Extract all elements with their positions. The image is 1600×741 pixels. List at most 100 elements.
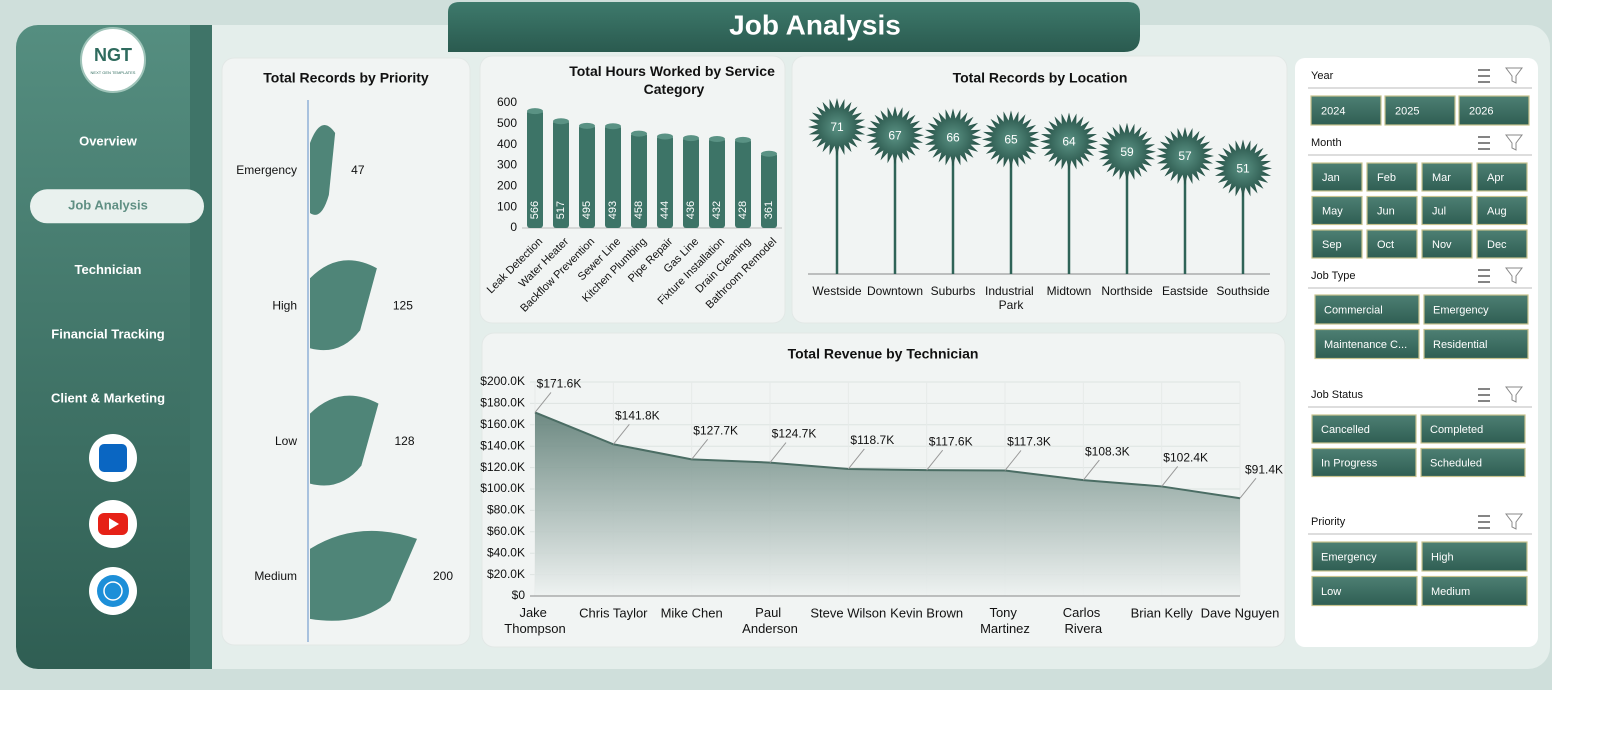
value-label: 458: [633, 201, 645, 219]
marker: [1040, 112, 1098, 171]
slicer-item[interactable]: Completed: [1430, 424, 1483, 436]
slicer-button[interactable]: [1421, 195, 1473, 226]
x-tick-label: Dave Nguyen: [1201, 605, 1280, 620]
value-label: $118.7K: [850, 433, 894, 447]
nav-item[interactable]: Overview: [79, 133, 138, 148]
slicer-button[interactable]: [1314, 294, 1420, 325]
slicer-button[interactable]: [1420, 414, 1526, 444]
y-tick-label: $160.0K: [480, 417, 525, 431]
sidebar: [16, 25, 212, 669]
slicer-button[interactable]: [1311, 162, 1363, 192]
value-label: 64: [1062, 135, 1076, 149]
nav-item[interactable]: Technician: [75, 262, 142, 277]
value-label: $117.6K: [929, 434, 973, 448]
slicer-button[interactable]: [1476, 229, 1528, 259]
clear-filter-icon[interactable]: [1505, 386, 1523, 403]
slicer-button[interactable]: [1476, 195, 1528, 226]
slicer-item[interactable]: 2024: [1321, 105, 1345, 117]
slicer-item[interactable]: Oct: [1377, 239, 1394, 251]
slicer-button[interactable]: [1420, 447, 1526, 478]
slicer-item[interactable]: Sep: [1322, 239, 1342, 251]
slicer-item[interactable]: Dec: [1487, 239, 1507, 251]
slicer-item[interactable]: Maintenance C...: [1324, 339, 1407, 351]
slicer-button[interactable]: [1311, 447, 1417, 478]
slicer-item[interactable]: Feb: [1377, 172, 1396, 184]
slicer-item[interactable]: Apr: [1487, 172, 1504, 184]
slicer-button[interactable]: [1423, 328, 1529, 360]
value-label: 428: [737, 201, 749, 219]
slicer-item[interactable]: Medium: [1431, 586, 1470, 598]
slicer-button[interactable]: [1311, 195, 1363, 226]
x-tick-label: Southside: [1216, 284, 1270, 298]
leader-line: [691, 439, 709, 460]
value-label: 444: [659, 201, 671, 219]
logo-subtitle: NEXT GEN TEMPLATES: [91, 70, 136, 75]
slicer-item[interactable]: Jun: [1377, 205, 1395, 217]
slicer-item[interactable]: Low: [1321, 586, 1341, 598]
slicer-item[interactable]: Commercial: [1324, 304, 1383, 316]
slicer-button[interactable]: [1366, 162, 1418, 192]
slicer-item[interactable]: In Progress: [1321, 457, 1378, 469]
slicer-item[interactable]: Jul: [1432, 205, 1446, 217]
slicer-button[interactable]: [1311, 229, 1363, 259]
bar: [579, 124, 595, 228]
slicer-button[interactable]: [1366, 195, 1418, 226]
value-label: 66: [946, 131, 960, 145]
bar: [631, 132, 647, 228]
clear-filter-icon[interactable]: [1505, 267, 1523, 284]
value-label: 57: [1178, 149, 1192, 163]
nav-item[interactable]: Job Analysis: [68, 198, 148, 213]
slicer-button[interactable]: [1311, 575, 1418, 607]
slicer-item[interactable]: High: [1431, 551, 1454, 563]
value-label: 361: [763, 201, 775, 219]
line: [534, 411, 1241, 500]
slicer-button[interactable]: [1476, 162, 1528, 192]
slicer-item[interactable]: Residential: [1433, 339, 1487, 351]
bar-cap: [553, 118, 569, 125]
y-tick-label: $140.0K: [480, 438, 525, 452]
slicer-button[interactable]: [1421, 575, 1528, 607]
bar-cap: [709, 136, 725, 142]
leader-line: [926, 449, 944, 471]
value-label: 566: [529, 201, 541, 219]
slicer-button[interactable]: [1423, 294, 1529, 325]
slicer-item[interactable]: Mar: [1432, 172, 1451, 184]
slicer-button[interactable]: [1311, 541, 1418, 572]
slicer-button[interactable]: [1310, 95, 1382, 126]
clear-filter-icon[interactable]: [1505, 67, 1523, 84]
slicer-button[interactable]: [1421, 162, 1473, 192]
slicer-item[interactable]: Scheduled: [1430, 457, 1482, 469]
leader-line: [769, 442, 787, 463]
slicer-item[interactable]: May: [1322, 205, 1343, 217]
y-tick-label: 0: [510, 220, 517, 234]
clear-filter-icon[interactable]: [1505, 513, 1523, 530]
slicer-item[interactable]: Emergency: [1321, 551, 1377, 563]
slicer-title: Job Type: [1311, 270, 1355, 282]
bar: [553, 120, 569, 228]
slicer-button[interactable]: [1384, 95, 1456, 126]
slicer-item[interactable]: Nov: [1432, 239, 1452, 251]
slicer-button[interactable]: [1458, 95, 1530, 126]
x-tick-label: Eastside: [1162, 284, 1208, 298]
slicer-item[interactable]: Jan: [1322, 172, 1340, 184]
slicer-item[interactable]: 2026: [1469, 105, 1493, 117]
value-label: $108.3K: [1085, 444, 1130, 458]
marker: [982, 110, 1040, 169]
bar: [605, 125, 621, 228]
slicer-item[interactable]: Cancelled: [1321, 424, 1370, 436]
slicer-item[interactable]: Emergency: [1433, 304, 1489, 316]
logo: [80, 27, 146, 93]
value-label: $117.3K: [1007, 435, 1051, 449]
clear-filter-icon[interactable]: [1505, 134, 1523, 151]
nav-item[interactable]: Client & Marketing: [51, 391, 165, 406]
x-tick-label: Kevin Brown: [890, 605, 963, 620]
slicer-button[interactable]: [1311, 414, 1417, 444]
slicer-button[interactable]: [1314, 328, 1420, 360]
slicer-button[interactable]: [1421, 541, 1528, 572]
nav-item[interactable]: Financial Tracking: [51, 326, 164, 341]
slicer-item[interactable]: Aug: [1487, 205, 1507, 217]
slicer-button[interactable]: [1421, 229, 1473, 259]
marker: [808, 98, 866, 156]
slicer-item[interactable]: 2025: [1395, 105, 1419, 117]
slicer-button[interactable]: [1366, 229, 1418, 259]
